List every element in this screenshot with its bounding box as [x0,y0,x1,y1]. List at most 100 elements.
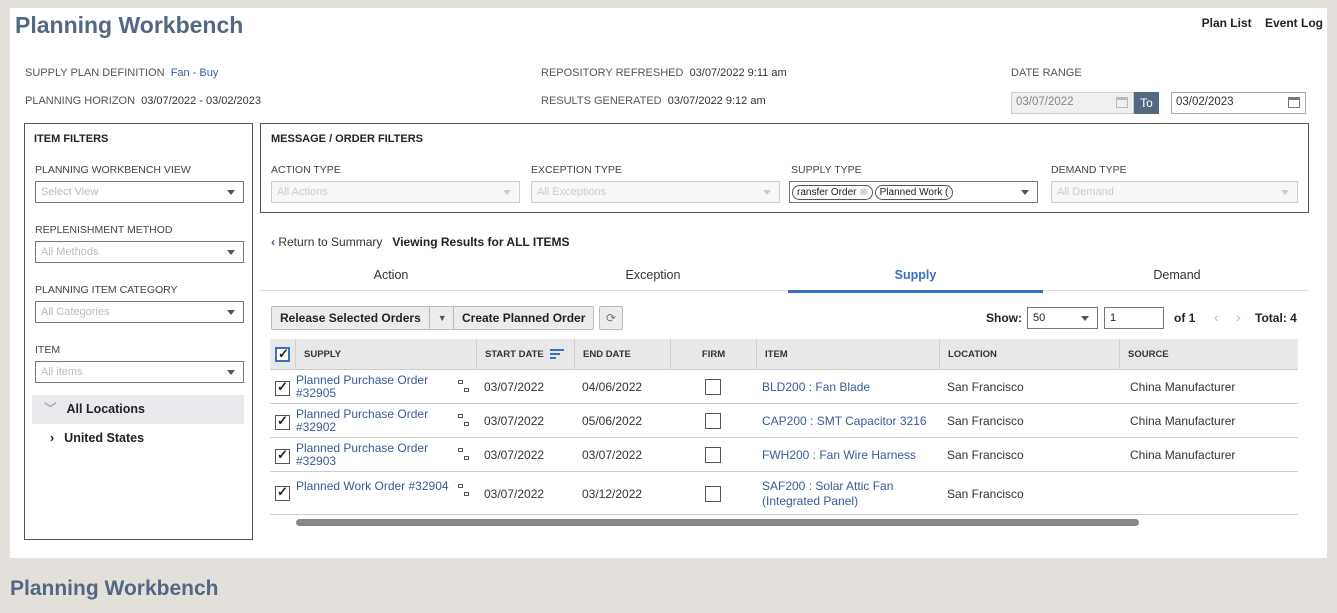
supply-link[interactable]: Planned Purchase Order #32903 [288,438,448,472]
supply-chip-work[interactable]: Planned Work ( [874,185,954,200]
row-checkbox[interactable] [275,447,290,464]
col-supply[interactable]: SUPPLY [295,339,475,370]
method-select[interactable]: All Methods [35,241,244,263]
supply-plan-label: SUPPLY PLAN DEFINITION [25,67,165,79]
next-page-icon[interactable]: › [1236,309,1241,325]
demand-type-select[interactable]: All Demand [1051,181,1298,203]
item-link[interactable]: SAF200 : Solar Attic Fan (Integrated Pane… [754,472,893,515]
view-select[interactable]: Select View [35,181,244,203]
source-cell: China Manufacturer [1130,448,1236,462]
supply-chip-transfer[interactable]: ransfer Order ⊗ [792,185,873,200]
chevron-down-icon [1021,190,1029,195]
view-placeholder: Select View [41,186,99,198]
hierarchy-icon[interactable] [458,414,470,427]
action-type-select[interactable]: All Actions [271,181,520,203]
chevron-down-icon [1081,316,1089,321]
view-label: PLANNING WORKBENCH VIEW [35,164,191,176]
supply-line1: Planned Purchase Order [296,407,429,421]
supply-link[interactable]: Planned Purchase Order #32905 [288,370,448,404]
page-size-select[interactable]: 50 [1027,307,1098,329]
refresh-icon[interactable]: ⟳ [599,306,623,330]
category-select[interactable]: All Categories [35,301,244,323]
exception-type-label: EXCEPTION TYPE [531,164,622,176]
chevron-down-icon[interactable]: ﹀ [44,402,57,416]
remove-chip-icon[interactable]: ⊗ [859,187,868,198]
tab-exception[interactable]: Exception [625,268,681,282]
end-date-cell: 04/06/2022 [582,380,643,394]
date-from-field[interactable]: 03/07/2022 [1011,92,1134,114]
col-firm[interactable]: FIRM [670,339,756,370]
date-to-field[interactable]: 03/02/2023 [1171,92,1306,114]
item-name-line2: (Integrated Panel) [762,493,859,508]
caret-down-icon[interactable]: ▼ [428,307,455,329]
col-location[interactable]: LOCATION [939,339,1119,370]
show-label: Show: [986,311,1022,325]
plan-list-link[interactable]: Plan List [1201,16,1252,30]
page-of-label: of 1 [1174,311,1196,325]
table-row[interactable]: Planned Work Order #32904 03/07/2022 03/… [270,472,1298,515]
horizontal-scrollbar[interactable] [296,519,1139,526]
action-placeholder: All Actions [277,186,328,198]
item-placeholder: All items [41,366,83,378]
results-tabs: Action Exception Supply Demand [260,263,1308,293]
firm-checkbox[interactable] [705,447,721,463]
row-checkbox[interactable] [275,379,290,396]
chevron-left-icon[interactable]: ‹ [271,235,275,249]
calendar-icon[interactable] [1288,97,1300,108]
calendar-icon[interactable] [1116,97,1128,108]
row-checkbox[interactable] [275,484,290,501]
col-start-date[interactable]: START DATE [476,339,574,370]
firm-checkbox[interactable] [705,486,721,502]
release-selected-orders-button[interactable]: Release Selected Orders ▼ [271,306,456,330]
sort-icon[interactable] [550,349,564,359]
page-number-input[interactable]: 1 [1104,307,1164,329]
supply-link[interactable]: Planned Work Order #32904 [288,472,449,500]
item-link[interactable]: FWH200 : Fan Wire Harness [754,438,916,472]
col-end-date[interactable]: END DATE [574,339,670,370]
col-item[interactable]: ITEM [756,339,939,370]
tab-action[interactable]: Action [373,268,409,282]
supply-line2: #32902 [296,420,337,434]
tabs-divider [260,290,1308,291]
row-checkbox[interactable] [275,413,290,430]
prev-page-icon[interactable]: ‹ [1214,309,1219,325]
location-cell: San Francisco [947,380,1024,394]
action-type-label: ACTION TYPE [271,164,341,176]
table-row[interactable]: Planned Purchase Order#32903 03/07/2022 … [270,438,1298,472]
select-all-checkbox[interactable] [275,346,290,362]
supply-plan-value[interactable]: Fan - Buy [170,67,219,79]
table-row[interactable]: Planned Purchase Order#32902 03/07/2022 … [270,404,1298,438]
item-link[interactable]: CAP200 : SMT Capacitor 3216 [754,404,927,438]
supply-line1: Planned Work Order #32904 [296,479,449,493]
firm-checkbox[interactable] [705,379,721,395]
supply-line1: Planned Purchase Order [296,441,429,455]
item-select[interactable]: All items [35,361,244,383]
chevron-down-icon [227,250,235,255]
firm-checkbox[interactable] [705,413,721,429]
col-source[interactable]: SOURCE [1119,339,1298,370]
table-row[interactable]: Planned Purchase Order#32905 03/07/2022 … [270,370,1298,404]
tree-item-united-states[interactable]: › United States [32,424,244,453]
tab-supply[interactable]: Supply [788,263,1043,293]
exception-type-select[interactable]: All Exceptions [531,181,780,203]
results-breadcrumb: ‹ Return to Summary Viewing Results for … [271,235,570,249]
supply-link[interactable]: Planned Purchase Order #32902 [288,404,448,438]
tree-item-all-locations[interactable]: ﹀ All Locations [32,395,244,424]
end-date-cell: 03/07/2022 [582,448,643,462]
supply-type-select[interactable]: ransfer Order ⊗ Planned Work ( [789,181,1038,203]
page-title: Planning Workbench [15,12,244,38]
total-label: Total: 4 [1255,311,1297,325]
hierarchy-icon[interactable] [458,380,470,393]
create-planned-order-button[interactable]: Create Planned Order [453,306,595,330]
item-name: SAF200 : Solar Attic Fan [762,478,894,493]
chevron-right-icon[interactable]: › [50,431,55,445]
planning-horizon: PLANNING HORIZON 03/07/2022 - 03/02/2023 [25,95,261,107]
hierarchy-icon[interactable] [458,484,470,497]
page-number-value: 1 [1110,312,1117,324]
tab-demand[interactable]: Demand [1153,268,1201,282]
results-label: RESULTS GENERATED [541,95,662,107]
event-log-link[interactable]: Event Log [1264,16,1323,30]
item-link[interactable]: BLD200 : Fan Blade [754,370,870,404]
hierarchy-icon[interactable] [458,448,470,461]
return-to-summary-link[interactable]: Return to Summary [278,235,383,249]
